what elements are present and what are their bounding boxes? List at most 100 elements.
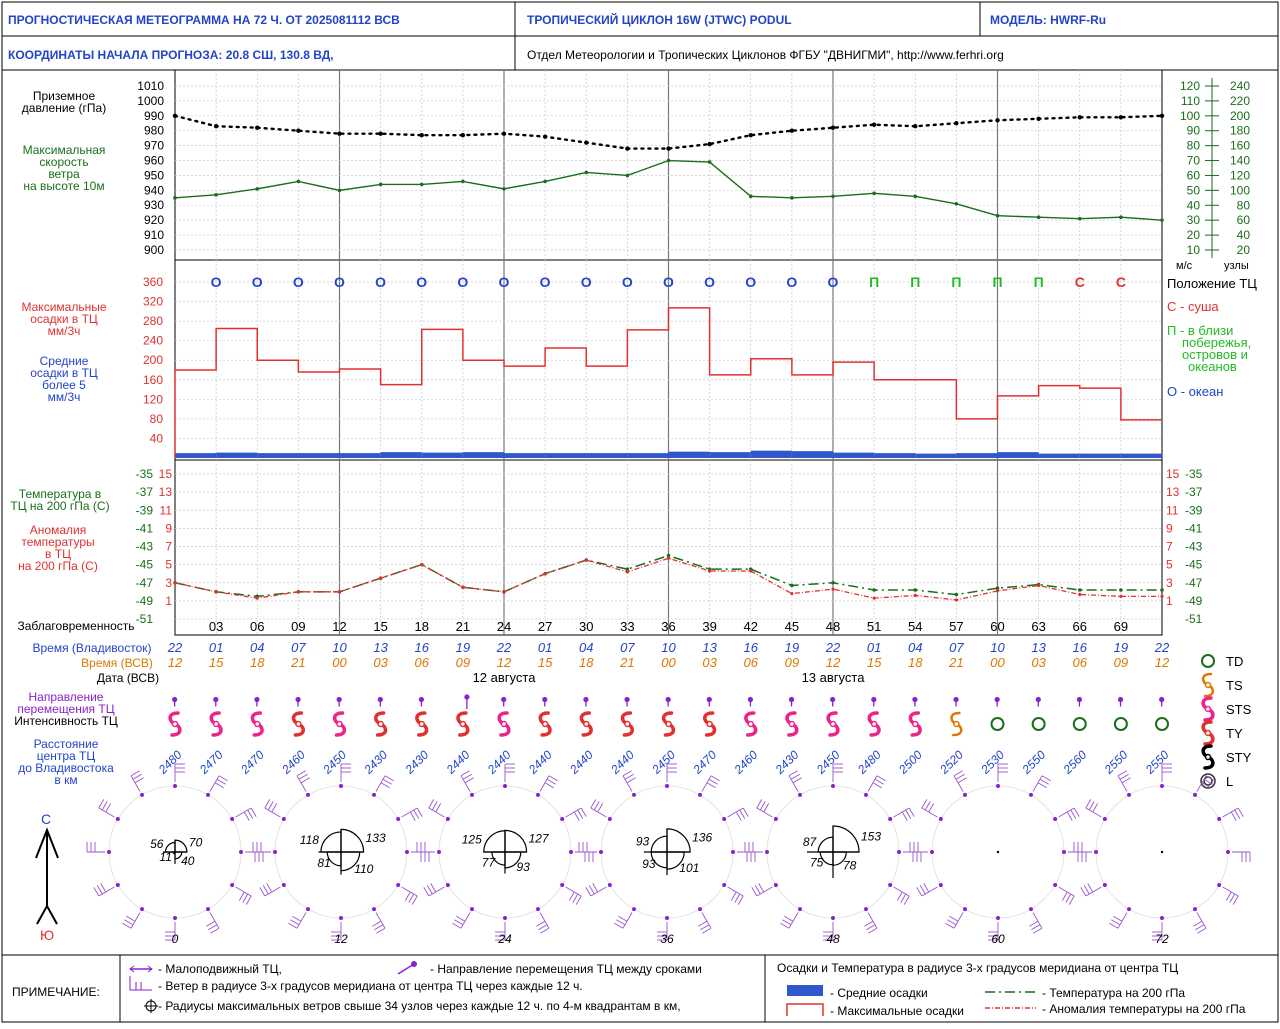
intensity-legend-label: TY xyxy=(1226,726,1243,741)
date-label: Дата (ВСВ) xyxy=(97,671,159,685)
wind-point xyxy=(831,784,835,788)
direction-arrow-head xyxy=(665,696,671,703)
wind-point xyxy=(722,883,727,887)
direction-arrow-head xyxy=(912,696,918,703)
compass-south: Ю xyxy=(40,927,54,943)
wind-barb-feather xyxy=(751,887,758,897)
wind-barb-feather xyxy=(411,895,418,905)
pos-legend-ocean: О - океан xyxy=(1167,384,1223,399)
anom-tick-left: 1 xyxy=(165,594,172,608)
wind-barb-feather xyxy=(1197,927,1207,934)
temp-tick-right: -45 xyxy=(1185,558,1203,572)
radius-ne-label: 70 xyxy=(189,836,203,850)
wind-barb-stem xyxy=(953,912,964,929)
distance-label: 2480 xyxy=(854,748,884,778)
anom-tick-left: 13 xyxy=(159,485,173,499)
ms-tick-label: 30 xyxy=(1187,213,1201,227)
avg-precip-bar xyxy=(257,453,299,458)
wind-barb-feather xyxy=(756,799,763,809)
wind-barb-feather xyxy=(266,883,273,893)
wind-barb-feather xyxy=(262,885,269,895)
position-letter: П xyxy=(910,274,920,290)
wind-barb-feather xyxy=(575,895,582,905)
utc-time-label: 15 xyxy=(538,655,553,670)
utc-time-label: 09 xyxy=(456,655,470,670)
lead-tick-label: 27 xyxy=(538,619,552,634)
intensity-legend-label: TS xyxy=(1226,678,1243,693)
wind-barb-stem xyxy=(788,775,799,792)
avg-precip-bar xyxy=(750,450,792,458)
anom-tick-left: 7 xyxy=(165,540,172,554)
pressure-point xyxy=(378,131,383,136)
precip-tick-label: 80 xyxy=(150,412,164,426)
vlad-time-label: 07 xyxy=(291,640,306,655)
vlad-time-label: 19 xyxy=(1114,640,1128,655)
wind-point xyxy=(930,850,934,854)
wind-barb-feather xyxy=(101,801,108,811)
direction-arrow-head xyxy=(583,696,589,703)
radius-se-label: 110 xyxy=(354,862,373,876)
wind-barb-feather xyxy=(1066,811,1073,821)
wind-radii-diagram: 153 78 75 87 48 xyxy=(744,763,922,946)
wind-barb-feather xyxy=(593,801,600,811)
distance-label: 2470 xyxy=(237,748,267,778)
utc-time-label: 15 xyxy=(867,655,882,670)
direction-label-1: Направление xyxy=(29,690,104,704)
wind-barb-stem xyxy=(98,886,115,897)
footer: ПРИМЕЧАНИЕ: - Малоподвижный ТЦ, - Направ… xyxy=(2,954,1278,1022)
pressure-point xyxy=(213,124,219,129)
utc-time-label: 15 xyxy=(209,655,224,670)
lead-tick-label: 63 xyxy=(1031,619,1045,634)
wind-barb-stem xyxy=(756,886,773,897)
wind-barb-feather xyxy=(792,777,802,784)
wind-point xyxy=(1127,907,1131,912)
position-letter: О xyxy=(540,274,551,290)
radius-sw-label: 93 xyxy=(642,857,656,871)
pressure-point xyxy=(501,131,507,136)
avg-precip-bar xyxy=(627,453,669,458)
td-symbol xyxy=(1031,717,1046,731)
wind-point xyxy=(888,817,893,821)
ms-tick-label: 120 xyxy=(1180,79,1200,93)
radii-lead-label: 24 xyxy=(497,932,512,946)
wind-barb-stem xyxy=(401,807,418,818)
wind-barb-stem xyxy=(756,807,773,818)
wind-barb-stem xyxy=(701,775,712,792)
distance-label: 2480 xyxy=(155,748,185,778)
direction-arrow-head xyxy=(213,696,219,703)
anom200-point xyxy=(420,563,424,567)
wind-point xyxy=(773,883,778,887)
anom-tick-left: 9 xyxy=(165,521,172,535)
anom-tick-right: 5 xyxy=(1166,558,1173,572)
pressure-tick-label: 900 xyxy=(144,243,164,257)
org-name: Отдел Метеорологии и Тропических Циклоно… xyxy=(527,48,1004,62)
anom-tick-right: 7 xyxy=(1166,540,1173,554)
wind-barb-stem xyxy=(1196,775,1207,792)
track-row: 2480 2470 2470 2460 2450 2430 2430 2440 2440 2440… xyxy=(155,694,1172,777)
direction-arrow-head xyxy=(501,696,507,703)
position-letter: О xyxy=(293,274,304,290)
pos-legend-coast-3: островов и xyxy=(1182,347,1248,362)
wind-barb-feather xyxy=(1033,927,1043,934)
vlad-time-label: 01 xyxy=(538,640,552,655)
wind-barb-stem xyxy=(788,912,799,929)
wind-barb-stem xyxy=(539,775,550,792)
precip-tick-label: 200 xyxy=(143,353,163,367)
wind-barb-feather xyxy=(763,803,770,813)
lead-tick-label: 54 xyxy=(908,619,922,634)
temp200-point xyxy=(831,580,835,585)
footer-anom: - Аномалия температуры на 200 гПа xyxy=(1042,1002,1246,1016)
start-coords: КООРДИНАТЫ НАЧАЛА ПРОГНОЗА: 20.8 СШ, 130… xyxy=(8,48,334,62)
utc-time-label: 12 xyxy=(168,655,183,670)
radii-quadrant-nw xyxy=(817,836,834,853)
wind-barb-feather xyxy=(426,885,433,895)
wind-barb-feather xyxy=(790,773,800,780)
wind-barb-feather xyxy=(210,927,220,934)
pos-legend-coast-4: океанов xyxy=(1188,359,1237,374)
wind-barb-stem xyxy=(428,886,445,897)
utc-time-label: 18 xyxy=(908,655,923,670)
pressure-tick-label: 930 xyxy=(144,198,164,212)
symbol-eye xyxy=(870,720,878,728)
